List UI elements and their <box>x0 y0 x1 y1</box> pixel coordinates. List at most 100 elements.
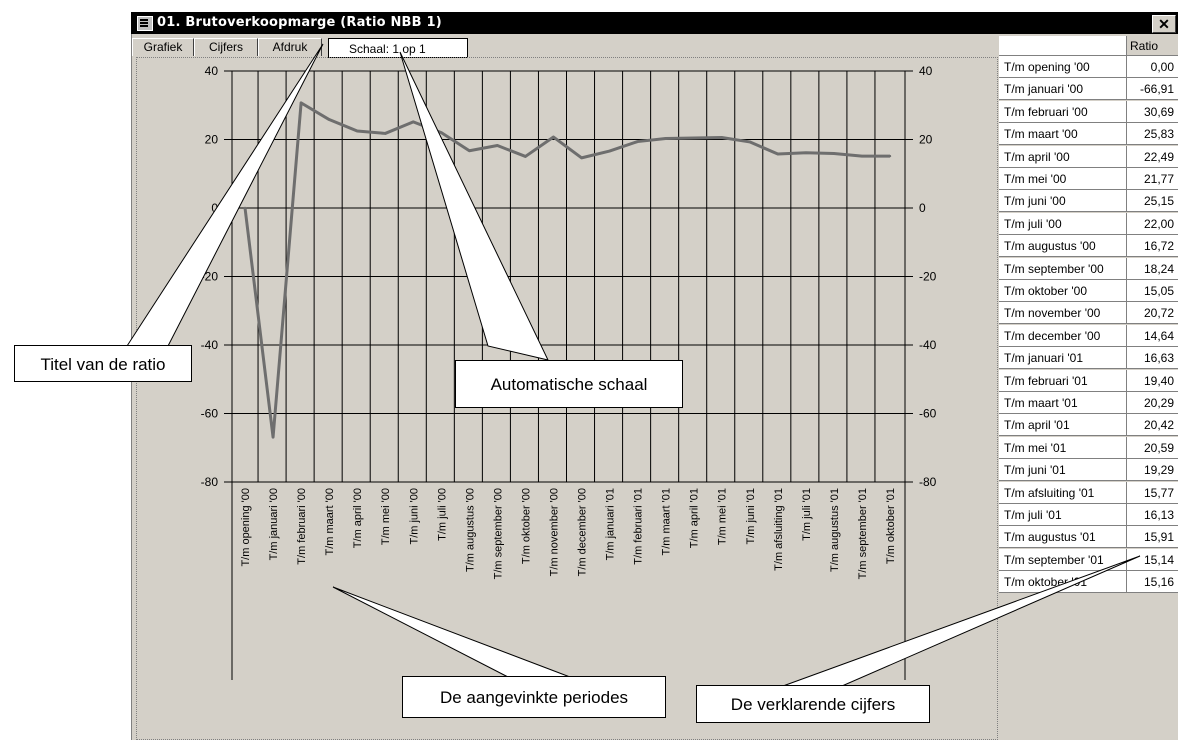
table-cell-ratio: 15,16 <box>1127 571 1178 594</box>
x-tick-label: T/m juni '00 <box>408 488 420 545</box>
y-tick-label-right: -40 <box>919 338 937 352</box>
y-tick-label-left: 40 <box>205 64 219 78</box>
table-cell-period: T/m november '00 <box>999 302 1127 325</box>
table-row[interactable]: T/m afsluiting '01 15,77 <box>999 481 1178 504</box>
y-tick-label-right: -20 <box>919 270 937 284</box>
table-row[interactable]: T/m oktober '00 15,05 <box>999 280 1178 302</box>
table-cell-period: T/m mei '00 <box>999 168 1127 190</box>
x-tick-label: T/m juni '01 <box>745 488 757 545</box>
table-cell-ratio: 16,13 <box>1127 504 1178 526</box>
y-tick-label-right: -60 <box>919 407 937 421</box>
data-point <box>412 120 415 124</box>
x-tick-label: T/m februari '01 <box>633 488 645 565</box>
table-row[interactable]: T/m maart '01 20,29 <box>999 392 1178 414</box>
data-point <box>552 135 555 139</box>
data-point <box>608 149 611 153</box>
y-tick-label-right: -80 <box>919 475 937 489</box>
callout-periodes: De aangevinkte periodes <box>402 676 666 718</box>
table-cell-period: T/m opening '00 <box>999 56 1127 78</box>
y-tick-label-left: 20 <box>205 133 219 147</box>
x-tick-label: T/m maart '00 <box>324 488 336 556</box>
table-cell-ratio: 22,49 <box>1127 145 1178 168</box>
table-cell-period: T/m september '00 <box>999 257 1127 280</box>
table-row[interactable]: T/m april '00 22,49 <box>999 145 1178 168</box>
table-cell-ratio: 30,69 <box>1127 100 1178 123</box>
close-button[interactable]: ✕ <box>1152 15 1176 33</box>
table-cell-period: T/m maart '01 <box>999 392 1127 414</box>
x-tick-label: T/m maart '01 <box>661 488 673 556</box>
window-icon <box>137 16 153 31</box>
y-tick-label-left: -60 <box>201 407 219 421</box>
x-tick-label: T/m november '00 <box>548 488 560 576</box>
callout-schaal: Automatische schaal <box>455 360 683 408</box>
data-point <box>776 152 780 156</box>
table-cell-ratio: 15,77 <box>1127 481 1178 504</box>
data-point <box>468 149 471 152</box>
table-row[interactable]: T/m december '00 14,64 <box>999 324 1178 347</box>
x-tick-label: T/m juli '01 <box>801 488 813 541</box>
table-row[interactable]: T/m april '01 20,42 <box>999 414 1178 437</box>
series-line <box>243 101 890 439</box>
x-tick-label: T/m april '00 <box>352 488 364 548</box>
y-tick-label-left: -20 <box>201 270 219 284</box>
table-cell-ratio: 20,59 <box>1127 436 1178 459</box>
table-cell-period: T/m juni '00 <box>999 190 1127 213</box>
table-cell-period: T/m augustus '00 <box>999 235 1127 258</box>
x-tick-label: T/m opening '00 <box>240 488 252 567</box>
x-tick-label: T/m afsluiting '01 <box>773 488 785 571</box>
table-row[interactable]: T/m juni '01 19,29 <box>999 459 1178 482</box>
table-row[interactable]: T/m juli '01 16,13 <box>999 504 1178 526</box>
table-row[interactable]: T/m mei '01 20,59 <box>999 436 1178 459</box>
table-cell-period: T/m december '00 <box>999 324 1127 347</box>
table-cell-ratio: 20,42 <box>1127 414 1178 437</box>
table-row[interactable]: T/m juli '00 22,00 <box>999 212 1178 235</box>
table-header-ratio: Ratio <box>1127 36 1178 56</box>
table-cell-period: T/m april '00 <box>999 145 1127 168</box>
table-row[interactable]: T/m mei '00 21,77 <box>999 168 1178 190</box>
table-cell-period: T/m maart '00 <box>999 123 1127 146</box>
table-cell-ratio: 19,40 <box>1127 369 1178 392</box>
x-tick-label: T/m augustus '01 <box>829 488 841 572</box>
data-point <box>888 154 892 158</box>
data-point <box>860 154 864 158</box>
table-row[interactable]: T/m februari '00 30,69 <box>999 100 1178 123</box>
title-bar: 01. Brutoverkoopmarge (Ratio NBB 1) ✕ <box>131 12 1178 34</box>
window-title: 01. Brutoverkoopmarge (Ratio NBB 1) <box>157 15 442 30</box>
y-tick-label-right: 40 <box>919 64 933 78</box>
table-cell-period: T/m januari '00 <box>999 78 1127 101</box>
table-row[interactable]: T/m november '00 20,72 <box>999 302 1178 325</box>
x-tick-label: T/m januari '01 <box>605 488 617 560</box>
table-cell-ratio: 14,64 <box>1127 324 1178 347</box>
table-row[interactable]: T/m augustus '00 16,72 <box>999 235 1178 258</box>
table-row[interactable]: T/m januari '01 16,63 <box>999 347 1178 370</box>
data-point <box>299 101 303 105</box>
x-tick-label: T/m september '00 <box>492 488 504 579</box>
table-row[interactable]: T/m maart '00 25,83 <box>999 123 1178 146</box>
data-point <box>580 156 583 160</box>
table-row[interactable]: T/m opening '00 0,00 <box>999 56 1178 78</box>
table-cell-period: T/m april '01 <box>999 414 1127 437</box>
table-row[interactable]: T/m september '00 18,24 <box>999 257 1178 280</box>
y-tick-label-left: -80 <box>201 475 219 489</box>
table-row[interactable]: T/m augustus '01 15,91 <box>999 526 1178 549</box>
data-point <box>271 435 275 439</box>
y-tick-label-left: 0 <box>211 201 218 215</box>
data-point <box>440 131 443 134</box>
table-row[interactable]: T/m september '01 15,14 <box>999 548 1178 571</box>
data-point <box>832 152 836 155</box>
y-tick-label-right: 0 <box>919 201 926 215</box>
data-point <box>243 206 247 210</box>
table-row[interactable]: T/m juni '00 25,15 <box>999 190 1178 213</box>
table-row[interactable]: T/m februari '01 19,40 <box>999 369 1178 392</box>
table-cell-period: T/m mei '01 <box>999 436 1127 459</box>
table-row[interactable]: T/m oktober '01 15,16 <box>999 571 1178 594</box>
data-point <box>692 136 695 140</box>
callout-cijfers: De verklarende cijfers <box>696 685 930 723</box>
callout-titel: Titel van de ratio <box>14 345 192 382</box>
table-row[interactable]: T/m januari '00 -66,91 <box>999 78 1178 101</box>
table-cell-period: T/m augustus '01 <box>999 526 1127 549</box>
x-tick-label: T/m februari '00 <box>296 488 308 565</box>
table-cell-period: T/m september '01 <box>999 548 1127 571</box>
table-cell-ratio: 25,83 <box>1127 123 1178 146</box>
y-tick-label-left: -40 <box>201 338 219 352</box>
